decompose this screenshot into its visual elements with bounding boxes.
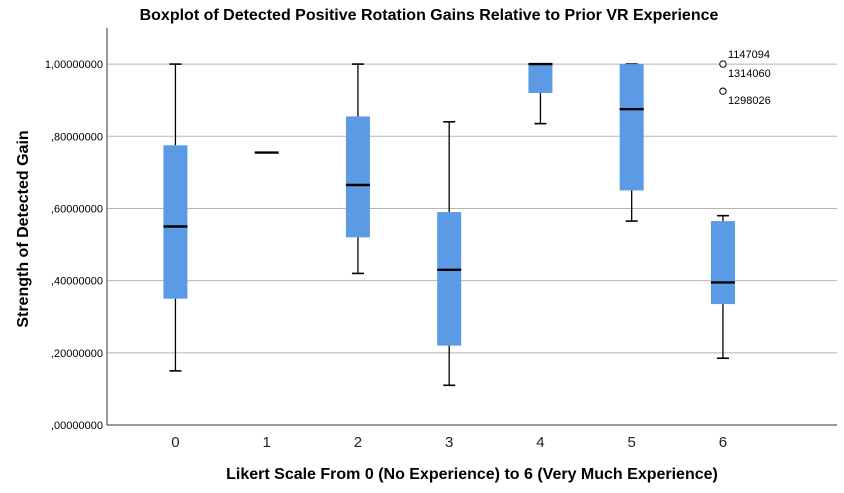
- y-tick-label-0: ,00000000: [51, 420, 103, 432]
- box-category-4: [528, 64, 553, 93]
- x-tick-label-6: 6: [719, 434, 727, 451]
- outlier-point-1: [719, 87, 727, 95]
- box-category-0: [163, 145, 188, 299]
- chart-title: Boxplot of Detected Positive Rotation Ga…: [140, 7, 719, 24]
- y-tick-label-5: 1,00000000: [45, 59, 103, 71]
- y-tick-label-1: ,20000000: [51, 348, 103, 360]
- outlier-point-0: [719, 60, 727, 68]
- x-tick-label-3: 3: [445, 434, 453, 451]
- plot-area: ,00000000 ,20000000 ,40000000 ,60000000 ,800…: [45, 28, 837, 451]
- box-category-2: [345, 116, 370, 238]
- y-tick-label-4: ,80000000: [51, 131, 103, 143]
- box-category-6: [710, 221, 735, 305]
- x-axis-label: Likert Scale From 0 (No Experience) to 6…: [226, 466, 718, 483]
- y-axis-label: Strength of Detected Gain: [15, 130, 32, 327]
- x-tick-label-4: 4: [536, 434, 544, 451]
- y-tick-label-2: ,40000000: [51, 276, 103, 288]
- box-category-5: [619, 64, 644, 191]
- y-tick-label-3: ,60000000: [51, 203, 103, 215]
- x-tick-label-5: 5: [628, 434, 636, 451]
- x-tick-label-1: 1: [263, 434, 271, 451]
- x-tick-label-2: 2: [354, 434, 362, 451]
- box-category-3: [437, 212, 462, 346]
- outlier-label-1314060: 1314060: [728, 68, 771, 80]
- x-tick-label-0: 0: [171, 434, 179, 451]
- outlier-label-1298026: 1298026: [728, 95, 771, 107]
- outlier-label-1147094: 1147094: [728, 49, 770, 61]
